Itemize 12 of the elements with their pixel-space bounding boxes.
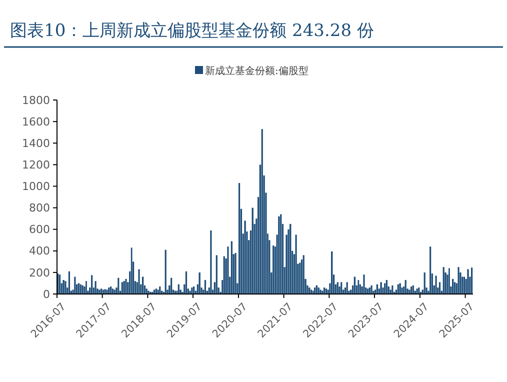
legend-label: 新成立基金份额:偏股型 — [205, 65, 308, 77]
y-tick-label: 1400 — [22, 136, 50, 150]
y-tick-label: 1200 — [22, 158, 50, 172]
y-tick-label: 200 — [29, 266, 50, 280]
y-tick-label: 1600 — [22, 115, 50, 128]
y-tick-label: 800 — [29, 202, 50, 215]
y-tick-label: 1800 — [22, 94, 50, 107]
y-tick-label: 400 — [29, 244, 50, 258]
y-tick-label: 1000 — [22, 180, 50, 194]
y-tick-label: 0 — [43, 288, 50, 301]
y-tick-label: 600 — [29, 223, 50, 236]
chart-title: 图表10：上周新成立偏股型基金份额 243.28 份 — [10, 21, 374, 41]
